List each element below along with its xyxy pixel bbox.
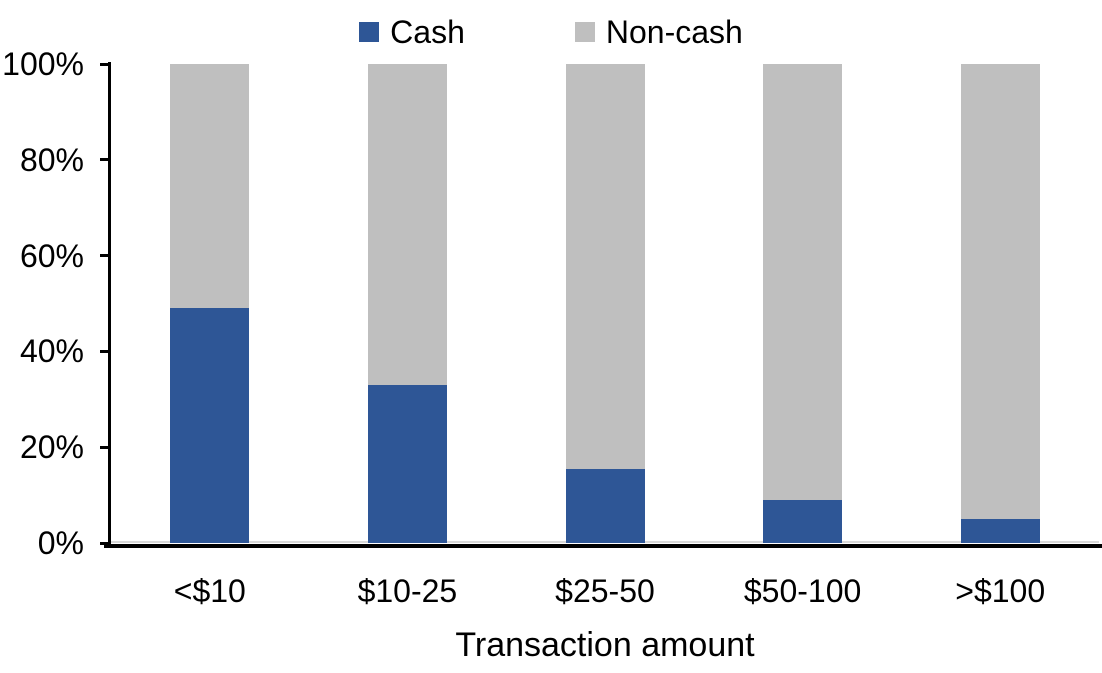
x-axis-line [104, 544, 1102, 548]
y-tick-mark-20- [100, 445, 111, 449]
legend-item-non-cash: Non-cash [574, 12, 743, 52]
legend: Cash Non-cash [0, 12, 1102, 52]
bar-segment-non-cash--10-25 [367, 64, 447, 385]
legend-label-non-cash: Non-cash [605, 14, 743, 50]
x-category-label--10-25: $10-25 [357, 573, 458, 609]
bar-segment-non-cash--100 [960, 64, 1040, 520]
y-tick-mark-60- [100, 254, 111, 258]
bar-segment-non-cash--10 [170, 64, 250, 309]
y-tick-mark-0- [100, 541, 111, 545]
y-tick-label-0-: 0% [37, 525, 84, 561]
y-tick-label-100-: 100% [2, 46, 84, 82]
bar-segment-cash--25-50 [565, 468, 645, 543]
y-tick-label-60-: 60% [19, 237, 84, 274]
y-tick-label-40-: 40% [19, 333, 84, 370]
x-category-label--25-50: $25-50 [555, 573, 655, 609]
y-tick-label-20-: 20% [19, 429, 84, 466]
legend-swatch-non-cash [574, 22, 595, 42]
legend-item-cash: Cash [359, 12, 465, 52]
x-category-label--50-100: $50-100 [743, 573, 862, 609]
y-tick-label-80-: 80% [19, 141, 84, 178]
bar-segment-cash--10-25 [367, 384, 447, 543]
y-tick-mark-80- [100, 158, 111, 162]
legend-swatch-cash [359, 22, 380, 42]
x-axis-title: Transaction amount [455, 626, 755, 664]
y-tick-mark-100- [100, 62, 111, 66]
y-tick-mark-40- [100, 349, 111, 353]
plot-area [111, 64, 1099, 543]
legend-label-cash: Cash [390, 14, 465, 50]
bar-segment-cash--10 [170, 308, 250, 543]
bar-segment-cash--50-100 [763, 499, 843, 543]
bar-segment-non-cash--50-100 [763, 64, 843, 500]
x-category-label--100: >$100 [955, 573, 1046, 609]
x-category-label--10: <$10 [173, 573, 246, 609]
y-axis-line [108, 62, 111, 545]
bar-segment-non-cash--25-50 [565, 64, 645, 469]
bar-segment-cash--100 [960, 519, 1040, 543]
